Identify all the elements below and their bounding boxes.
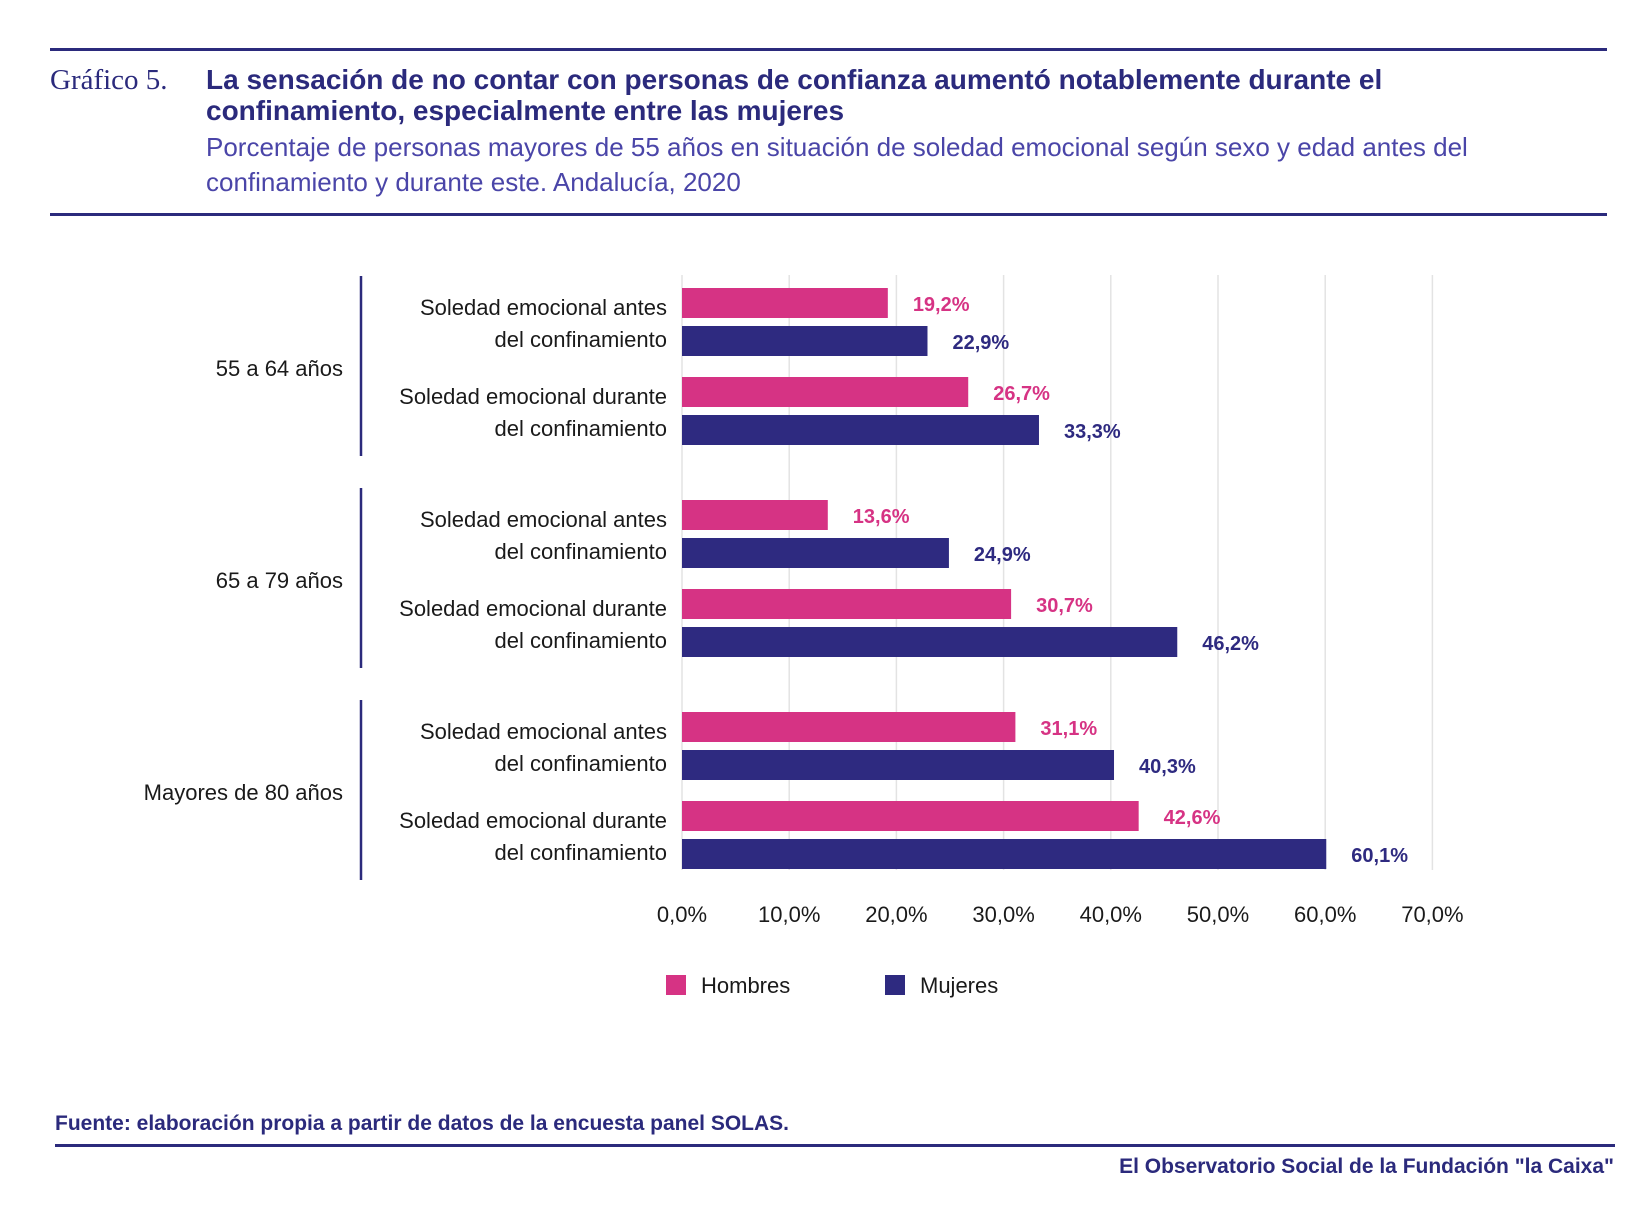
bar-chart: 0,0% 10,0% 20,0% 30,0% 40,0% 50,0% 60,0% 70,0% 5…	[144, 275, 1464, 998]
footer-rule	[55, 1144, 1615, 1147]
category-label: Soledad emocional durante	[399, 384, 667, 409]
category-label: del confinamiento	[495, 539, 667, 564]
value-label-hombres: 19,2%	[913, 294, 970, 316]
title-rule	[50, 213, 1607, 216]
value-label-hombres: 30,7%	[1036, 595, 1093, 617]
category-label: Soledad emocional durante	[399, 596, 667, 621]
bar-mujeres	[682, 839, 1327, 869]
group-label: 65 a 79 años	[216, 568, 343, 593]
bar-hombres	[682, 801, 1139, 831]
value-label-mujeres: 40,3%	[1139, 756, 1196, 778]
group-label: Mayores de 80 años	[144, 780, 343, 805]
chart-number: Gráfico 5.	[50, 64, 168, 96]
value-label-mujeres: 24,9%	[974, 544, 1031, 566]
top-rule	[50, 48, 1607, 51]
bar-hombres	[682, 712, 1016, 742]
bar-mujeres	[682, 627, 1178, 657]
bar-hombres	[682, 288, 888, 318]
x-tick-label: 70,0%	[1401, 902, 1463, 927]
chart-subtitle: Porcentaje de personas mayores de 55 año…	[206, 132, 1468, 197]
bar-hombres	[682, 377, 969, 407]
bar-mujeres	[682, 750, 1115, 780]
value-label-mujeres: 33,3%	[1064, 421, 1121, 443]
category-label: Soledad emocional durante	[399, 808, 667, 833]
legend-label-hombres: Hombres	[701, 973, 790, 998]
chart-title: La sensación de no contar con personas d…	[206, 64, 1383, 126]
value-label-hombres: 13,6%	[853, 506, 910, 528]
bar-mujeres	[682, 415, 1039, 445]
legend-label-mujeres: Mujeres	[920, 973, 998, 998]
value-label-mujeres: 60,1%	[1351, 845, 1408, 867]
x-tick-label: 50,0%	[1187, 902, 1249, 927]
publisher-credit: El Observatorio Social de la Fundación "…	[1119, 1155, 1614, 1178]
category-label: del confinamiento	[495, 416, 667, 441]
x-tick-label: 10,0%	[758, 902, 820, 927]
group-label: 55 a 64 años	[216, 356, 343, 381]
x-tick-label: 60,0%	[1294, 902, 1356, 927]
category-label: del confinamiento	[495, 628, 667, 653]
bar-mujeres	[682, 326, 928, 356]
value-label-mujeres: 46,2%	[1202, 633, 1259, 655]
bar-hombres	[682, 589, 1012, 619]
category-label: Soledad emocional antes	[420, 719, 667, 744]
x-tick-label: 0,0%	[657, 902, 707, 927]
x-tick-label: 20,0%	[865, 902, 927, 927]
category-label: Soledad emocional antes	[420, 295, 667, 320]
value-label-hombres: 31,1%	[1040, 718, 1097, 740]
value-label-mujeres: 22,9%	[952, 332, 1009, 354]
x-tick-label: 30,0%	[972, 902, 1034, 927]
value-label-hombres: 26,7%	[993, 383, 1050, 405]
bar-hombres	[682, 500, 828, 530]
bar-mujeres	[682, 538, 949, 568]
category-label: Soledad emocional antes	[420, 507, 667, 532]
legend-swatch-mujeres	[885, 975, 905, 995]
value-label-hombres: 42,6%	[1164, 807, 1221, 829]
category-label: del confinamiento	[495, 840, 667, 865]
source-note: Fuente: elaboración propia a partir de d…	[55, 1112, 790, 1135]
x-tick-label: 40,0%	[1080, 902, 1142, 927]
category-label: del confinamiento	[495, 751, 667, 776]
legend-swatch-hombres	[666, 975, 686, 995]
category-label: del confinamiento	[495, 327, 667, 352]
